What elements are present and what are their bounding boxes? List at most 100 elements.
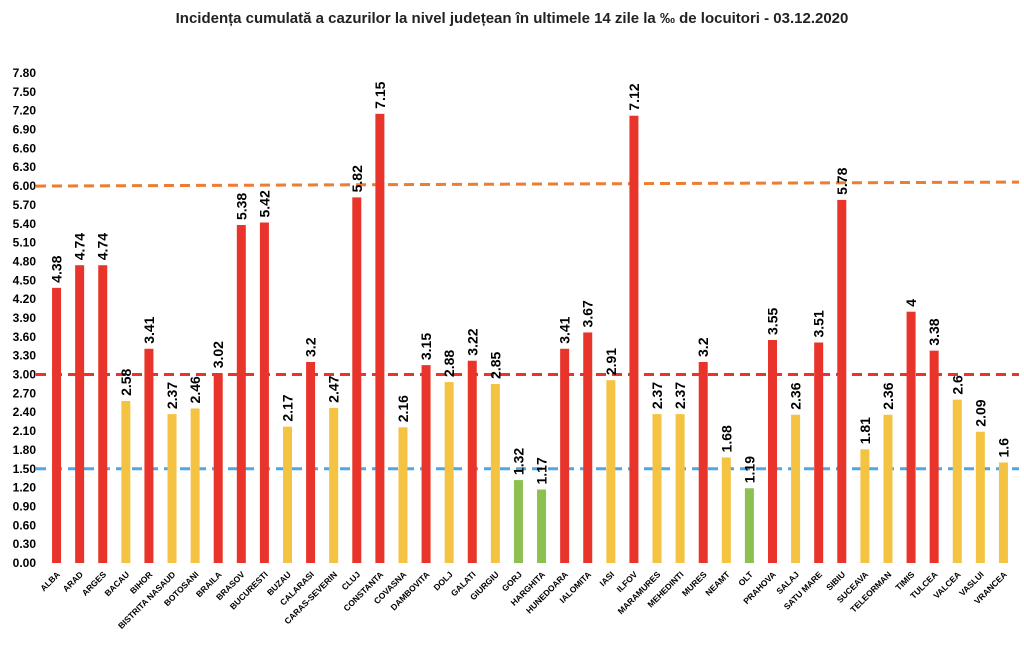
y-tick-label: 3.90	[13, 311, 37, 325]
data-labels: 4.38 4.74 4.74 2.58 3.41 2.37 2.46 3.02 5.38 5.42…	[49, 81, 1012, 484]
y-tick-label: 7.80	[13, 66, 37, 80]
bar	[998, 462, 1008, 563]
data-label: 3.2	[695, 337, 711, 357]
bar	[52, 287, 62, 563]
bar	[398, 427, 408, 563]
data-label: 3.41	[141, 316, 157, 343]
bars	[52, 113, 1008, 563]
bar	[236, 225, 246, 563]
bar	[190, 408, 200, 563]
bar	[791, 414, 801, 563]
data-label: 3.22	[464, 328, 480, 355]
bar	[698, 361, 708, 563]
y-tick-label: 4.80	[13, 254, 37, 268]
bar	[652, 414, 662, 563]
data-label: 2.09	[972, 399, 988, 426]
data-label: 5.42	[256, 190, 272, 217]
y-tick-label: 0.30	[13, 537, 37, 551]
data-label: 3.15	[418, 333, 434, 360]
y-tick-label: 7.20	[13, 104, 37, 118]
bar	[375, 113, 385, 563]
bar	[675, 414, 685, 563]
x-tick-label: ALBA	[38, 569, 62, 593]
x-tick-label: BACAU	[102, 569, 131, 598]
bar	[259, 222, 269, 563]
x-tick-label: TELEORMAN	[848, 569, 893, 614]
y-tick-label: 4.50	[13, 273, 37, 287]
data-label: 5.78	[834, 167, 850, 194]
bar	[98, 265, 108, 563]
data-label: 1.68	[718, 425, 734, 452]
bar	[883, 414, 893, 563]
data-label: 2.47	[326, 375, 342, 402]
y-tick-label: 2.10	[13, 424, 37, 438]
bar	[306, 361, 316, 563]
bar	[167, 414, 177, 563]
data-label: 2.58	[118, 368, 134, 395]
data-label: 1.19	[741, 456, 757, 483]
bar	[444, 382, 454, 563]
bar	[352, 197, 362, 563]
bar	[929, 350, 939, 563]
bar	[467, 360, 477, 563]
bar	[144, 348, 154, 563]
y-tick-label: 3.30	[13, 349, 37, 363]
y-tick-label: 1.50	[13, 462, 37, 476]
bar	[606, 380, 616, 563]
data-label: 2.46	[187, 376, 203, 403]
data-label: 5.82	[349, 165, 365, 192]
y-tick-label: 1.20	[13, 481, 37, 495]
y-tick-label: 2.70	[13, 386, 37, 400]
y-tick-label: 1.80	[13, 443, 37, 457]
y-tick-label: 3.00	[13, 368, 37, 382]
data-label: 3.38	[926, 318, 942, 345]
data-label: 2.36	[880, 382, 896, 409]
y-tick-label: 6.30	[13, 160, 37, 174]
y-tick-label: 6.00	[13, 179, 37, 193]
data-label: 2.37	[649, 382, 665, 409]
x-tick-label: IASI	[597, 569, 616, 588]
data-label: 3.02	[210, 341, 226, 368]
data-label: 5.38	[233, 193, 249, 220]
data-label: 4	[903, 299, 919, 307]
data-label: 7.15	[372, 81, 388, 108]
data-label: 2.85	[487, 351, 503, 378]
data-label: 1.17	[534, 457, 550, 484]
y-tick-label: 0.00	[13, 556, 37, 570]
bar	[329, 407, 339, 563]
data-label: 7.12	[626, 83, 642, 110]
data-label: 2.17	[280, 394, 296, 421]
y-tick-label: 6.90	[13, 123, 37, 137]
bar	[75, 265, 85, 563]
bar	[768, 339, 777, 563]
bar	[721, 457, 731, 563]
data-label: 2.88	[441, 350, 457, 377]
data-label: 4.38	[49, 255, 65, 282]
y-tick-label: 6.60	[13, 141, 37, 155]
data-label: 3.67	[580, 300, 596, 327]
y-tick-label: 2.40	[13, 405, 37, 419]
y-tick-label: 0.90	[13, 499, 37, 513]
y-tick-label: 3.60	[13, 330, 37, 344]
y-tick-label: 5.10	[13, 236, 37, 250]
y-tick-label: 4.20	[13, 292, 37, 306]
bar	[213, 373, 223, 563]
x-tick-label: MURES	[680, 569, 709, 598]
data-label: 2.37	[672, 382, 688, 409]
data-label: 2.16	[395, 395, 411, 422]
bar	[283, 426, 292, 563]
bar	[537, 489, 547, 563]
x-tick-label: OLT	[736, 569, 755, 588]
bar	[744, 488, 754, 563]
bar	[560, 348, 570, 563]
threshold-lines	[35, 180, 1020, 471]
data-label: 2.37	[164, 382, 180, 409]
data-label: 4.74	[72, 233, 88, 260]
bar	[860, 449, 870, 563]
bar	[814, 342, 824, 563]
bar	[975, 431, 985, 563]
y-tick-label: 5.70	[13, 198, 37, 212]
data-label: 3.55	[765, 308, 781, 335]
